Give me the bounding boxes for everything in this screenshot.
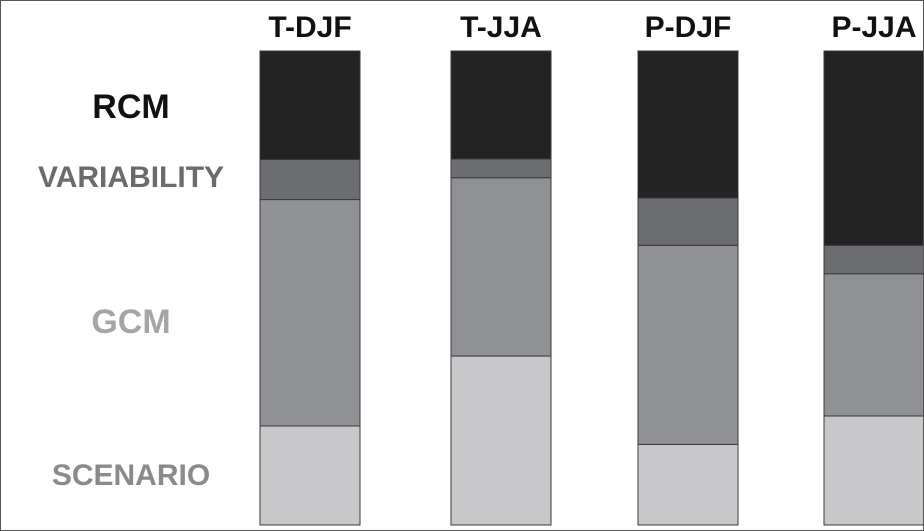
bar-segment-variability-p-djf [637,197,739,246]
bar-segment-scenario-t-jja [450,355,552,526]
bar-segment-gcm-t-jja [450,177,552,357]
bar-segment-variability-p-jja [823,244,923,275]
bar-segment-gcm-p-jja [823,273,923,417]
bar-segment-variability-t-djf [259,158,361,201]
bar-segment-scenario-p-jja [823,415,923,526]
bar-segment-gcm-p-djf [637,244,739,445]
bar-segment-rcm-p-djf [637,50,739,199]
bar-segment-scenario-t-djf [259,425,361,526]
bar-segment-scenario-p-djf [637,443,739,526]
category-label-t-jja: T-JJA [460,11,542,44]
category-label-p-jja: P-JJA [831,11,916,44]
category-label-p-djf: P-DJF [645,11,732,44]
series-label-gcm: GCM [91,303,171,341]
bar-segment-rcm-p-jja [823,50,923,246]
series-label-rcm: RCM [92,88,170,126]
series-label-scenario: SCENARIO [51,459,211,492]
bar-segment-rcm-t-jja [450,50,552,160]
bar-segment-gcm-t-djf [259,199,361,427]
bar-segment-rcm-t-djf [259,50,361,160]
bar-segment-variability-t-jja [450,158,552,179]
category-label-t-djf: T-DJF [268,11,351,44]
series-label-variability: VARIABILITY [37,161,225,194]
